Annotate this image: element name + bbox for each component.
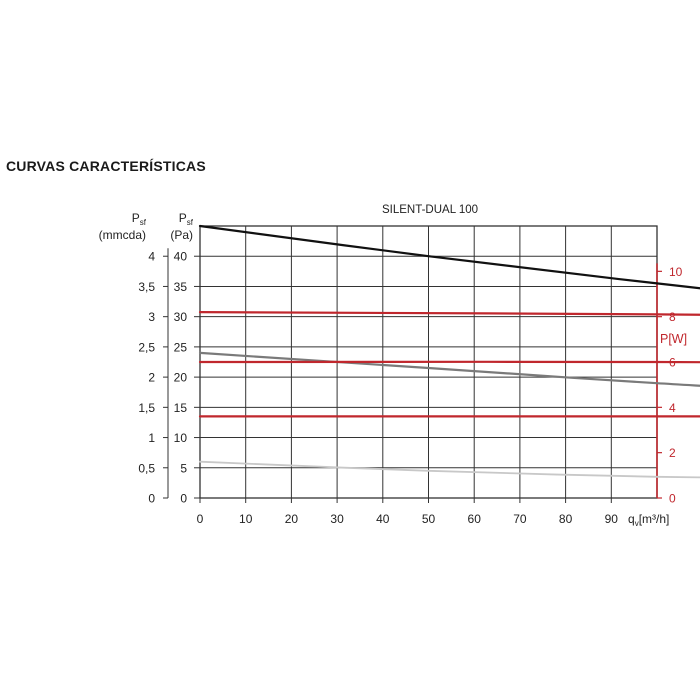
y-tick-label-mmcda: 2,5	[138, 340, 155, 354]
y-axis-title-pa-unit: (Pa)	[170, 228, 193, 242]
y-tick-label-mmcda: 0	[148, 492, 155, 506]
power-curve-4	[198, 311, 700, 316]
y-axis-title-mmcda-symbol: Psf	[132, 211, 147, 227]
y-axis-title-mmcda-unit: (mmcda)	[99, 228, 146, 242]
y-tick-label-pa: 40	[174, 250, 188, 264]
pressure-curve-2	[198, 351, 700, 387]
y-tick-label-mmcda: 2	[148, 371, 155, 385]
x-tick-label: 90	[605, 512, 619, 526]
x-tick-label: 30	[330, 512, 344, 526]
y-tick-label-pa: 20	[174, 371, 188, 385]
x-tick-label: 60	[468, 512, 482, 526]
x-tick-label: 80	[559, 512, 573, 526]
y-tick-label-mmcda: 3,5	[138, 280, 155, 294]
y-tick-label-pa: 5	[180, 461, 187, 475]
y-tick-label-power: 4	[669, 401, 676, 415]
y-tick-label-mmcda: 1,5	[138, 401, 155, 415]
x-tick-label: 20	[285, 512, 299, 526]
x-axis-title: qv[m³/h]	[628, 512, 669, 528]
chart-grid	[163, 225, 662, 503]
y-tick-label-pa: 0	[180, 492, 187, 506]
power-axis-title: P[W]	[660, 332, 687, 346]
x-tick-label: 0	[197, 512, 204, 526]
y-tick-label-pa: 25	[174, 340, 188, 354]
pressure-curve-3	[199, 460, 700, 479]
y-tick-label-power: 8	[669, 310, 676, 324]
y-tick-label-pa: 35	[174, 280, 188, 294]
x-tick-label: 50	[422, 512, 436, 526]
chart-curves	[198, 224, 700, 479]
x-tick-label: 70	[513, 512, 527, 526]
y-tick-label-pa: 30	[174, 310, 188, 324]
y-tick-label-power: 6	[669, 356, 676, 370]
page-heading: CURVAS CARACTERÍSTICAS	[6, 158, 206, 174]
y-tick-label-pa: 10	[174, 431, 188, 445]
y-tick-label-mmcda: 4	[148, 250, 155, 264]
chart-title: SILENT-DUAL 100	[382, 204, 478, 216]
y-tick-label-power: 10	[669, 265, 683, 279]
y-axis-title-pa-symbol: Psf	[179, 211, 194, 227]
y-tick-label-mmcda: 1	[148, 431, 155, 445]
y-tick-label-pa: 15	[174, 401, 188, 415]
y-tick-label-mmcda: 0,5	[138, 461, 155, 475]
y-tick-label-mmcda: 3	[148, 310, 155, 324]
x-tick-label: 40	[376, 512, 390, 526]
y-tick-label-power: 0	[669, 492, 676, 506]
y-tick-label-power: 2	[669, 446, 676, 460]
power-curve-5	[198, 360, 700, 364]
x-tick-label: 10	[239, 512, 253, 526]
